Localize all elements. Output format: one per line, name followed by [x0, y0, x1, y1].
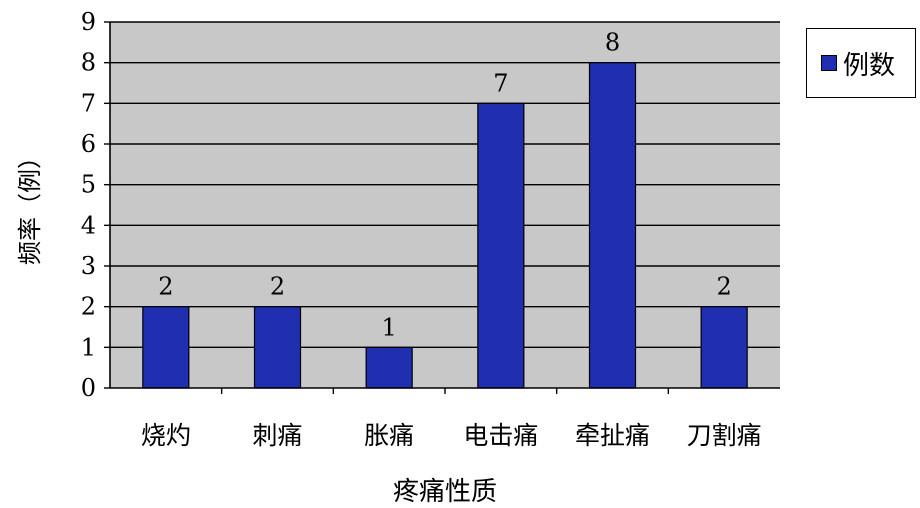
bar-value-label: 2 — [158, 273, 173, 301]
x-tick-label: 烧灼 — [141, 421, 191, 450]
x-axis-ticks: 烧灼 刺痛 胀痛 电击痛 牵扯痛 刀割痛 — [141, 388, 762, 450]
x-axis-title: 疼痛性质 — [393, 477, 497, 507]
y-tick-label: 1 — [81, 333, 96, 361]
x-tick-label: 胀痛 — [364, 421, 414, 450]
y-tick-label: 7 — [81, 89, 96, 117]
legend: 例数 — [806, 28, 916, 98]
x-tick-label: 刀割痛 — [687, 421, 762, 450]
legend-swatch — [821, 55, 837, 71]
y-tick-label: 3 — [81, 252, 96, 280]
bar — [365, 346, 413, 389]
y-axis-title: 频率（例） — [16, 145, 44, 265]
bar-value-label: 2 — [270, 273, 285, 301]
bar-value-label: 2 — [717, 273, 732, 301]
bar — [700, 306, 748, 389]
plot-area — [110, 22, 780, 388]
bar-value-label: 1 — [382, 313, 397, 341]
bar — [253, 306, 302, 389]
y-tick-label: 4 — [81, 211, 96, 239]
data-labels: 2 2 1 7 8 2 — [158, 29, 732, 342]
y-tick-label: 8 — [81, 49, 96, 77]
bar-value-label: 8 — [605, 29, 620, 57]
legend-label: 例数 — [843, 50, 896, 81]
bar-value-label: 7 — [493, 69, 508, 97]
x-tick-label: 牵扯痛 — [575, 421, 650, 450]
y-tick-label: 5 — [81, 171, 96, 199]
bar — [588, 62, 637, 389]
y-tick-label: 6 — [81, 130, 96, 158]
bars — [142, 62, 748, 389]
y-axis-ticks: 0 1 2 3 4 5 6 7 8 9 — [81, 8, 110, 402]
bar — [142, 306, 190, 389]
x-tick-label: 电击痛 — [463, 421, 538, 450]
y-tick-label: 0 — [81, 374, 96, 402]
bar — [477, 102, 525, 389]
x-tick-label: 刺痛 — [252, 421, 302, 450]
grid-lines — [110, 21, 780, 349]
y-tick-label: 9 — [81, 8, 96, 36]
y-tick-label: 2 — [81, 293, 96, 321]
